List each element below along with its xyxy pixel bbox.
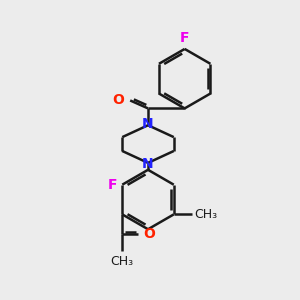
Text: CH₃: CH₃	[195, 208, 218, 221]
Text: F: F	[180, 31, 189, 45]
Text: N: N	[142, 117, 154, 131]
Text: N: N	[142, 157, 154, 171]
Text: F: F	[108, 178, 117, 192]
Text: O: O	[112, 94, 124, 107]
Text: O: O	[143, 227, 155, 241]
Text: CH₃: CH₃	[111, 255, 134, 268]
